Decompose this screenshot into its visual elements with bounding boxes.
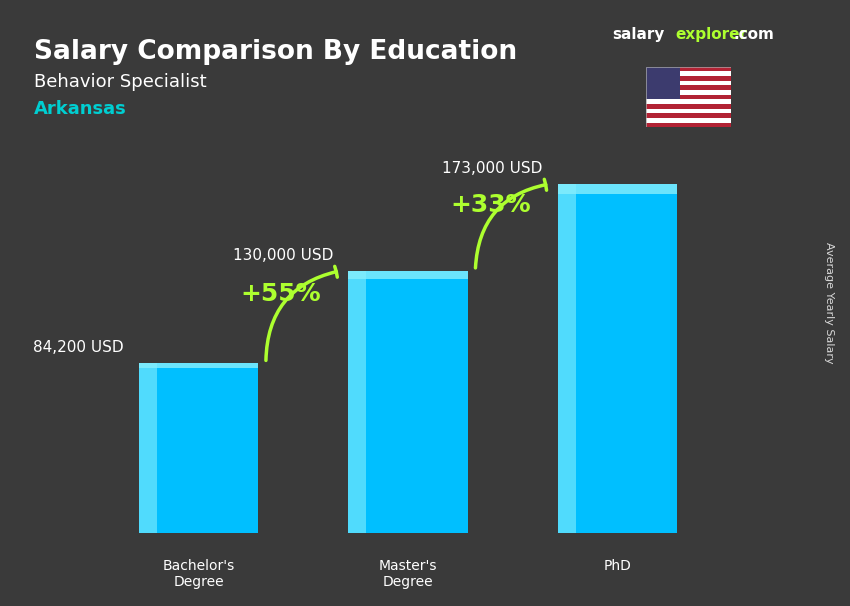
Bar [646,99,731,104]
Bar [646,67,680,99]
Text: salary: salary [612,27,665,42]
FancyBboxPatch shape [558,184,575,533]
Bar [646,113,731,118]
Bar [646,118,731,122]
FancyBboxPatch shape [348,271,468,533]
Bar [646,76,731,81]
Text: Master's
Degree: Master's Degree [379,559,437,589]
Text: 130,000 USD: 130,000 USD [233,248,333,262]
FancyBboxPatch shape [558,184,677,195]
Text: Behavior Specialist: Behavior Specialist [34,73,207,91]
FancyBboxPatch shape [348,271,366,533]
Bar [646,122,731,127]
FancyBboxPatch shape [139,363,156,533]
FancyBboxPatch shape [558,184,677,533]
Text: 173,000 USD: 173,000 USD [442,161,542,176]
Bar [646,67,731,72]
Text: Salary Comparison By Education: Salary Comparison By Education [34,39,517,65]
Bar [646,104,731,108]
Text: Arkansas: Arkansas [34,100,127,118]
Bar [646,72,731,76]
Text: +33%: +33% [450,193,530,217]
Text: Bachelor's
Degree: Bachelor's Degree [162,559,235,589]
Text: explorer: explorer [676,27,748,42]
FancyBboxPatch shape [348,271,468,279]
Text: 84,200 USD: 84,200 USD [33,340,124,355]
Bar [646,85,731,90]
Bar [646,108,731,113]
FancyBboxPatch shape [139,363,258,368]
Bar [646,90,731,95]
Text: Average Yearly Salary: Average Yearly Salary [824,242,834,364]
Text: PhD: PhD [604,559,632,573]
FancyBboxPatch shape [139,363,258,533]
Text: +55%: +55% [241,282,321,306]
Bar [646,95,731,99]
Text: .com: .com [734,27,774,42]
Bar [646,81,731,85]
